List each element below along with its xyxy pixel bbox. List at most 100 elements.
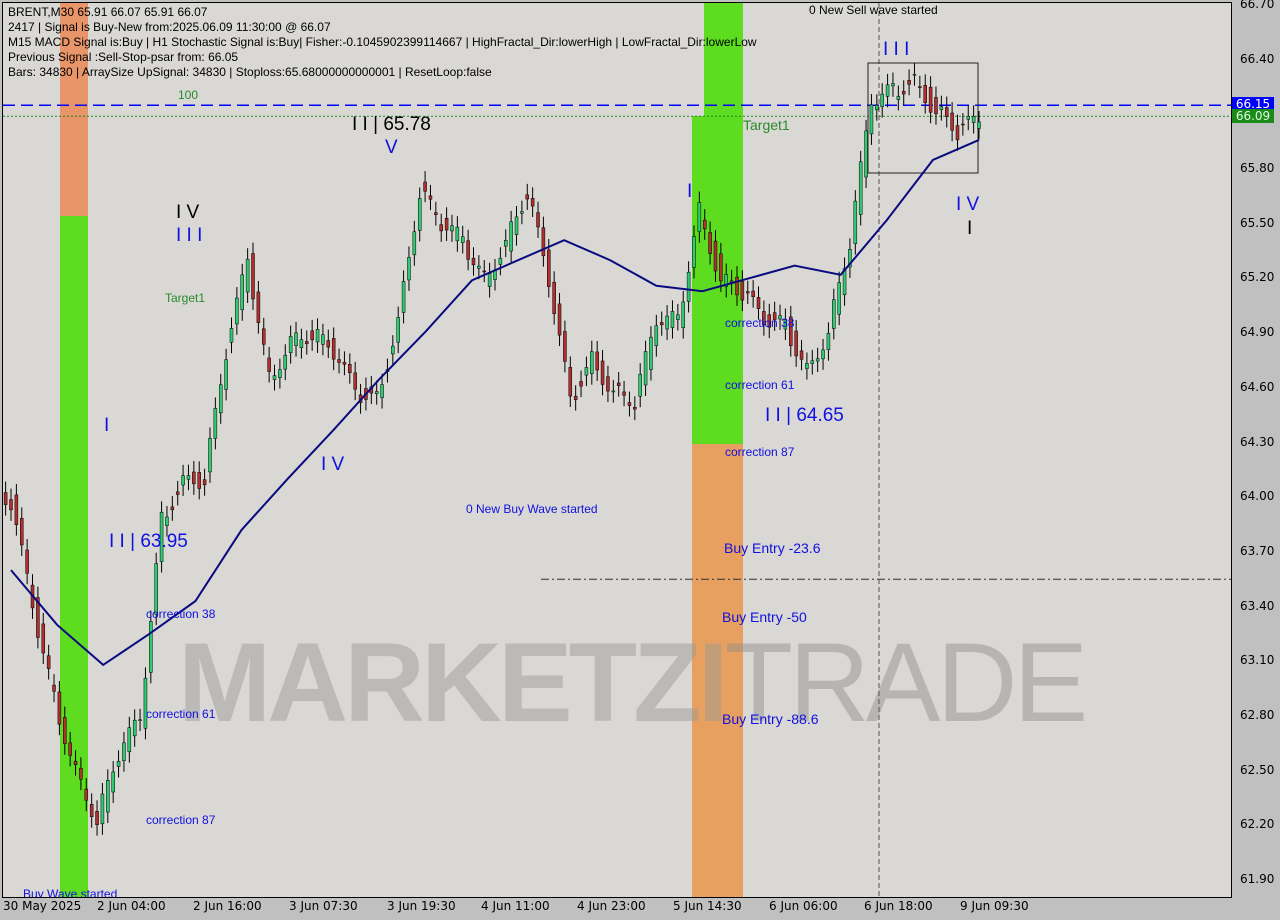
y-tick-label: 64.30	[1240, 434, 1275, 449]
candle-body	[805, 363, 809, 369]
price-badge-green: 66.09	[1232, 109, 1274, 123]
candle-body	[584, 367, 589, 376]
candle-body	[95, 811, 99, 825]
candle-body	[891, 83, 895, 87]
candle-body	[590, 351, 594, 374]
band-orange-2	[692, 444, 743, 897]
candle-body	[73, 760, 78, 765]
candle-body	[106, 780, 110, 813]
candle-body	[68, 742, 72, 756]
candle-body	[331, 338, 336, 360]
pattern-box	[867, 62, 979, 174]
candle-body	[912, 73, 917, 76]
candle-body	[928, 86, 933, 113]
candle-body	[955, 125, 960, 141]
x-tick-label: 4 Jun 11:00	[481, 899, 550, 913]
candle-body	[439, 224, 443, 232]
level-100-label: 100	[178, 88, 199, 102]
candle-body	[815, 358, 820, 362]
header-bars: Bars: 34830 | ArraySize UpSignal: 34830 …	[8, 65, 492, 79]
candle-body	[192, 471, 196, 485]
candle-body	[9, 499, 13, 511]
y-tick-label: 62.80	[1240, 707, 1275, 722]
candle-body	[638, 373, 642, 397]
candle-body	[315, 329, 320, 343]
candle-body	[348, 364, 352, 374]
candle-body	[218, 384, 223, 414]
candle-body	[455, 226, 460, 242]
y-tick-label: 65.50	[1240, 215, 1275, 230]
candle-body	[934, 97, 938, 115]
candle-body	[670, 311, 675, 328]
wave-label-iv: I V	[176, 202, 200, 223]
candle-body	[288, 336, 293, 353]
header-previous-signal: Previous Signal :Sell-Stop-psar from: 66…	[8, 50, 239, 64]
candle-body	[294, 332, 298, 346]
candle-body	[14, 494, 19, 525]
candle-body	[132, 719, 137, 737]
candle-body	[89, 804, 94, 817]
moving-average-line	[10, 138, 980, 667]
candle-body	[552, 281, 556, 314]
candle-body	[848, 249, 852, 268]
candle-body	[46, 655, 51, 669]
candle-body	[907, 80, 911, 85]
candle-body	[466, 240, 470, 260]
candle-body	[789, 316, 793, 347]
candle-body	[391, 345, 395, 355]
new-sell-wave-label: 0 New Sell wave started	[809, 3, 938, 17]
target1-label: Target1	[165, 291, 206, 305]
candle-body	[498, 257, 503, 265]
candle-body	[977, 121, 981, 129]
y-tick-label: 66.40	[1240, 51, 1275, 66]
candle-body	[692, 236, 696, 268]
x-tick-label: 4 Jun 23:00	[577, 899, 646, 913]
candle-body	[740, 281, 745, 301]
correction-61-label-2: correction 61	[725, 378, 795, 392]
candle-body	[428, 195, 433, 200]
candle-body	[966, 116, 970, 120]
band-green-3	[692, 116, 704, 444]
candle-body	[869, 104, 874, 135]
candle-body	[719, 253, 723, 282]
candle-body	[568, 367, 573, 397]
candle-body	[36, 597, 40, 638]
band-green-1	[60, 216, 88, 897]
candle-body	[541, 227, 546, 257]
candle-body	[633, 406, 637, 410]
candle-body	[762, 311, 766, 325]
y-tick-label: 62.20	[1240, 817, 1275, 832]
candle-body	[52, 684, 56, 692]
candle-body	[41, 623, 46, 654]
candle-body	[170, 506, 175, 511]
candle-body	[665, 315, 669, 330]
y-tick-label: 61.90	[1240, 872, 1275, 887]
candle-body	[735, 276, 739, 296]
candle-body	[310, 330, 314, 341]
candle-body	[143, 677, 148, 729]
candle-body	[149, 621, 153, 673]
candle-body	[772, 312, 777, 321]
candle-body	[627, 402, 632, 406]
header-symbol: BRENT,M30 65.91 66.07 65.91 66.07	[8, 5, 208, 19]
candle-body	[573, 395, 578, 400]
candle-body	[708, 232, 712, 254]
candle-body	[864, 130, 868, 178]
x-tick-label: 6 Jun 18:00	[864, 899, 933, 913]
candle-body	[724, 274, 728, 287]
buy-entry-886-label: Buy Entry -88.6	[722, 711, 819, 727]
candle-body	[778, 315, 782, 320]
candle-body	[122, 742, 126, 762]
candle-body	[600, 360, 605, 385]
candle-body	[697, 202, 702, 233]
y-tick-label: 63.70	[1240, 543, 1275, 558]
candle-body	[557, 303, 562, 336]
header-signal: 2417 | Signal is Buy-New from:2025.06.09…	[8, 20, 331, 34]
candle-body	[918, 86, 922, 88]
candle-body	[611, 390, 616, 393]
wave-label-6578: I I | 65.78	[352, 114, 431, 135]
chart-plot-area[interactable]: MARKETZITRADE BRENT,M30 65.91 66.07 65.9…	[2, 2, 1232, 898]
candle-body	[547, 249, 551, 287]
candle-body	[676, 314, 680, 320]
wave-label-i: I	[104, 415, 110, 436]
